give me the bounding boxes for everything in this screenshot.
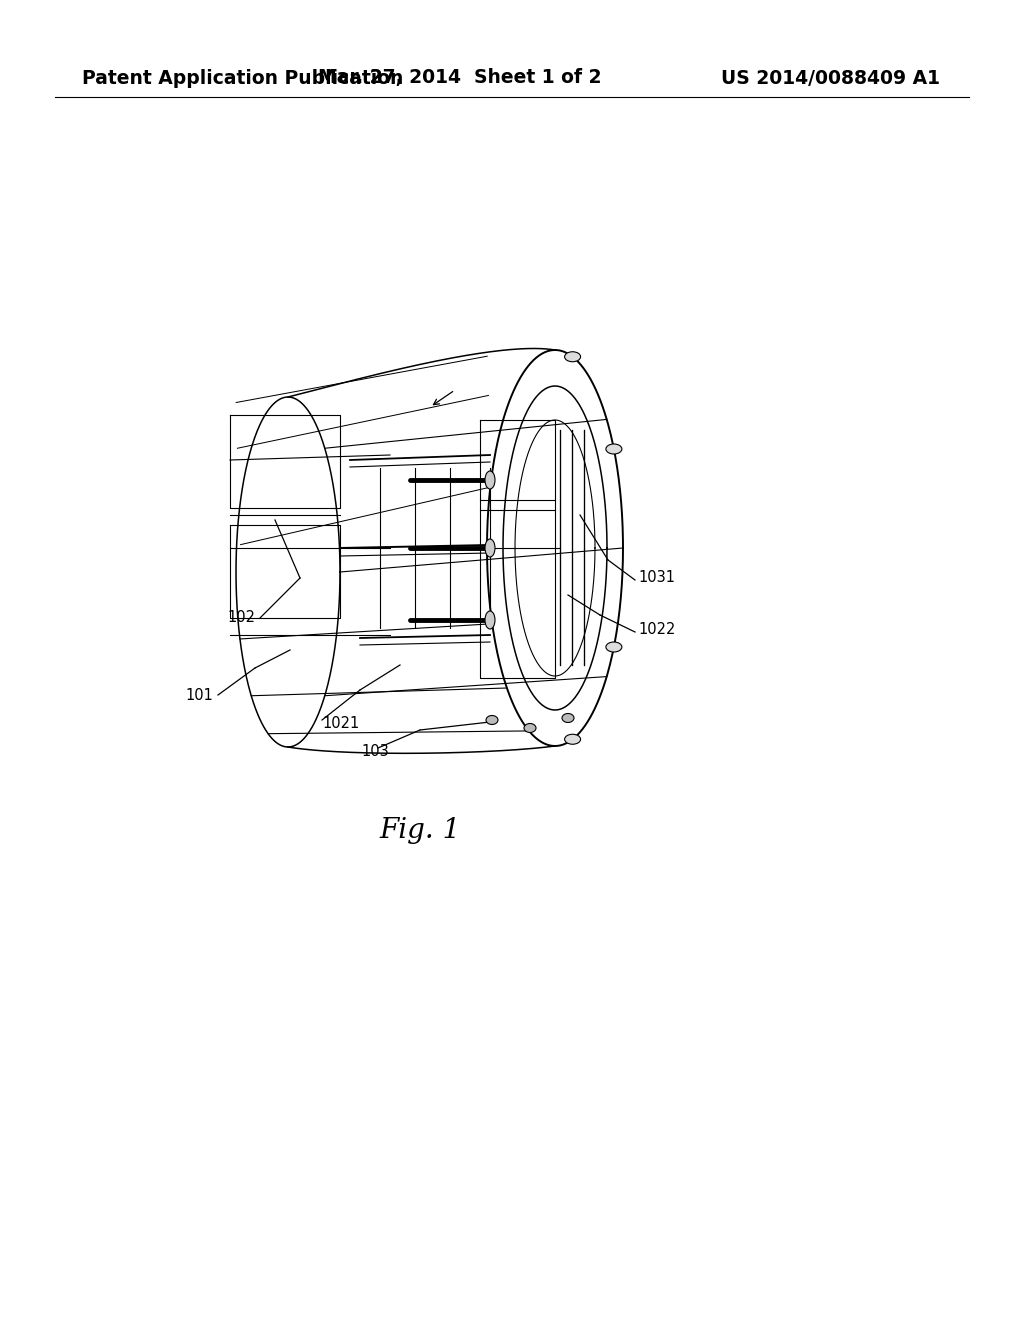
Text: 102: 102 (227, 610, 255, 626)
Text: Fig. 1: Fig. 1 (379, 817, 461, 843)
Text: 103: 103 (361, 744, 389, 759)
Ellipse shape (564, 734, 581, 744)
Ellipse shape (485, 539, 495, 557)
Ellipse shape (562, 714, 574, 722)
Ellipse shape (564, 351, 581, 362)
Ellipse shape (606, 642, 622, 652)
Text: 101: 101 (185, 688, 213, 702)
Text: 1031: 1031 (638, 570, 675, 586)
Text: 1022: 1022 (638, 623, 676, 638)
Text: Patent Application Publication: Patent Application Publication (82, 69, 403, 87)
Text: US 2014/0088409 A1: US 2014/0088409 A1 (721, 69, 940, 87)
Ellipse shape (485, 471, 495, 488)
Ellipse shape (485, 611, 495, 630)
Text: 1021: 1021 (322, 715, 359, 730)
Ellipse shape (606, 444, 622, 454)
Text: Mar. 27, 2014  Sheet 1 of 2: Mar. 27, 2014 Sheet 1 of 2 (318, 69, 602, 87)
Ellipse shape (524, 723, 536, 733)
Ellipse shape (486, 715, 498, 725)
